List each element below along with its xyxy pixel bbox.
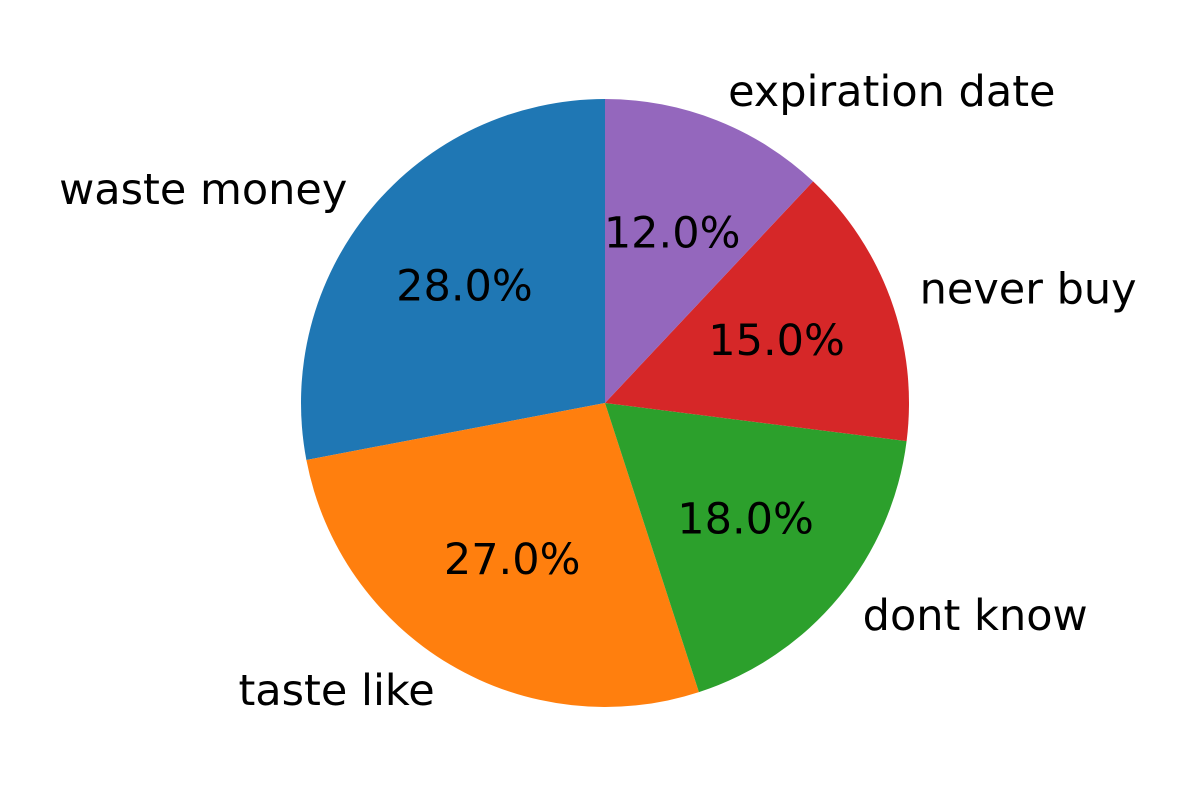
- pct-label-taste-like: 27.0%: [444, 535, 581, 585]
- slice-label-never-buy: never buy: [920, 265, 1137, 315]
- pie-slice-dont-know: [605, 403, 907, 693]
- pie-slice-expiration-date: [605, 99, 814, 403]
- slice-label-expiration-date: expiration date: [728, 67, 1055, 117]
- slice-label-taste-like: taste like: [238, 666, 434, 716]
- pct-label-waste-money: 28.0%: [396, 262, 533, 312]
- pie-slices: [301, 99, 909, 707]
- slice-label-dont-know: dont know: [863, 591, 1088, 641]
- pie-slice-waste-money: [301, 99, 605, 460]
- category-labels: waste money taste like dont know never buy e…: [59, 67, 1137, 716]
- pie-slice-never-buy: [605, 181, 909, 442]
- pct-label-expiration-date: 12.0%: [604, 208, 741, 258]
- pie-slice-taste-like: [306, 403, 699, 707]
- pct-label-dont-know: 18.0%: [677, 494, 814, 544]
- percentage-labels: 28.0% 27.0% 18.0% 15.0% 12.0%: [396, 208, 845, 585]
- pct-label-never-buy: 15.0%: [708, 316, 845, 366]
- slice-label-waste-money: waste money: [59, 165, 347, 215]
